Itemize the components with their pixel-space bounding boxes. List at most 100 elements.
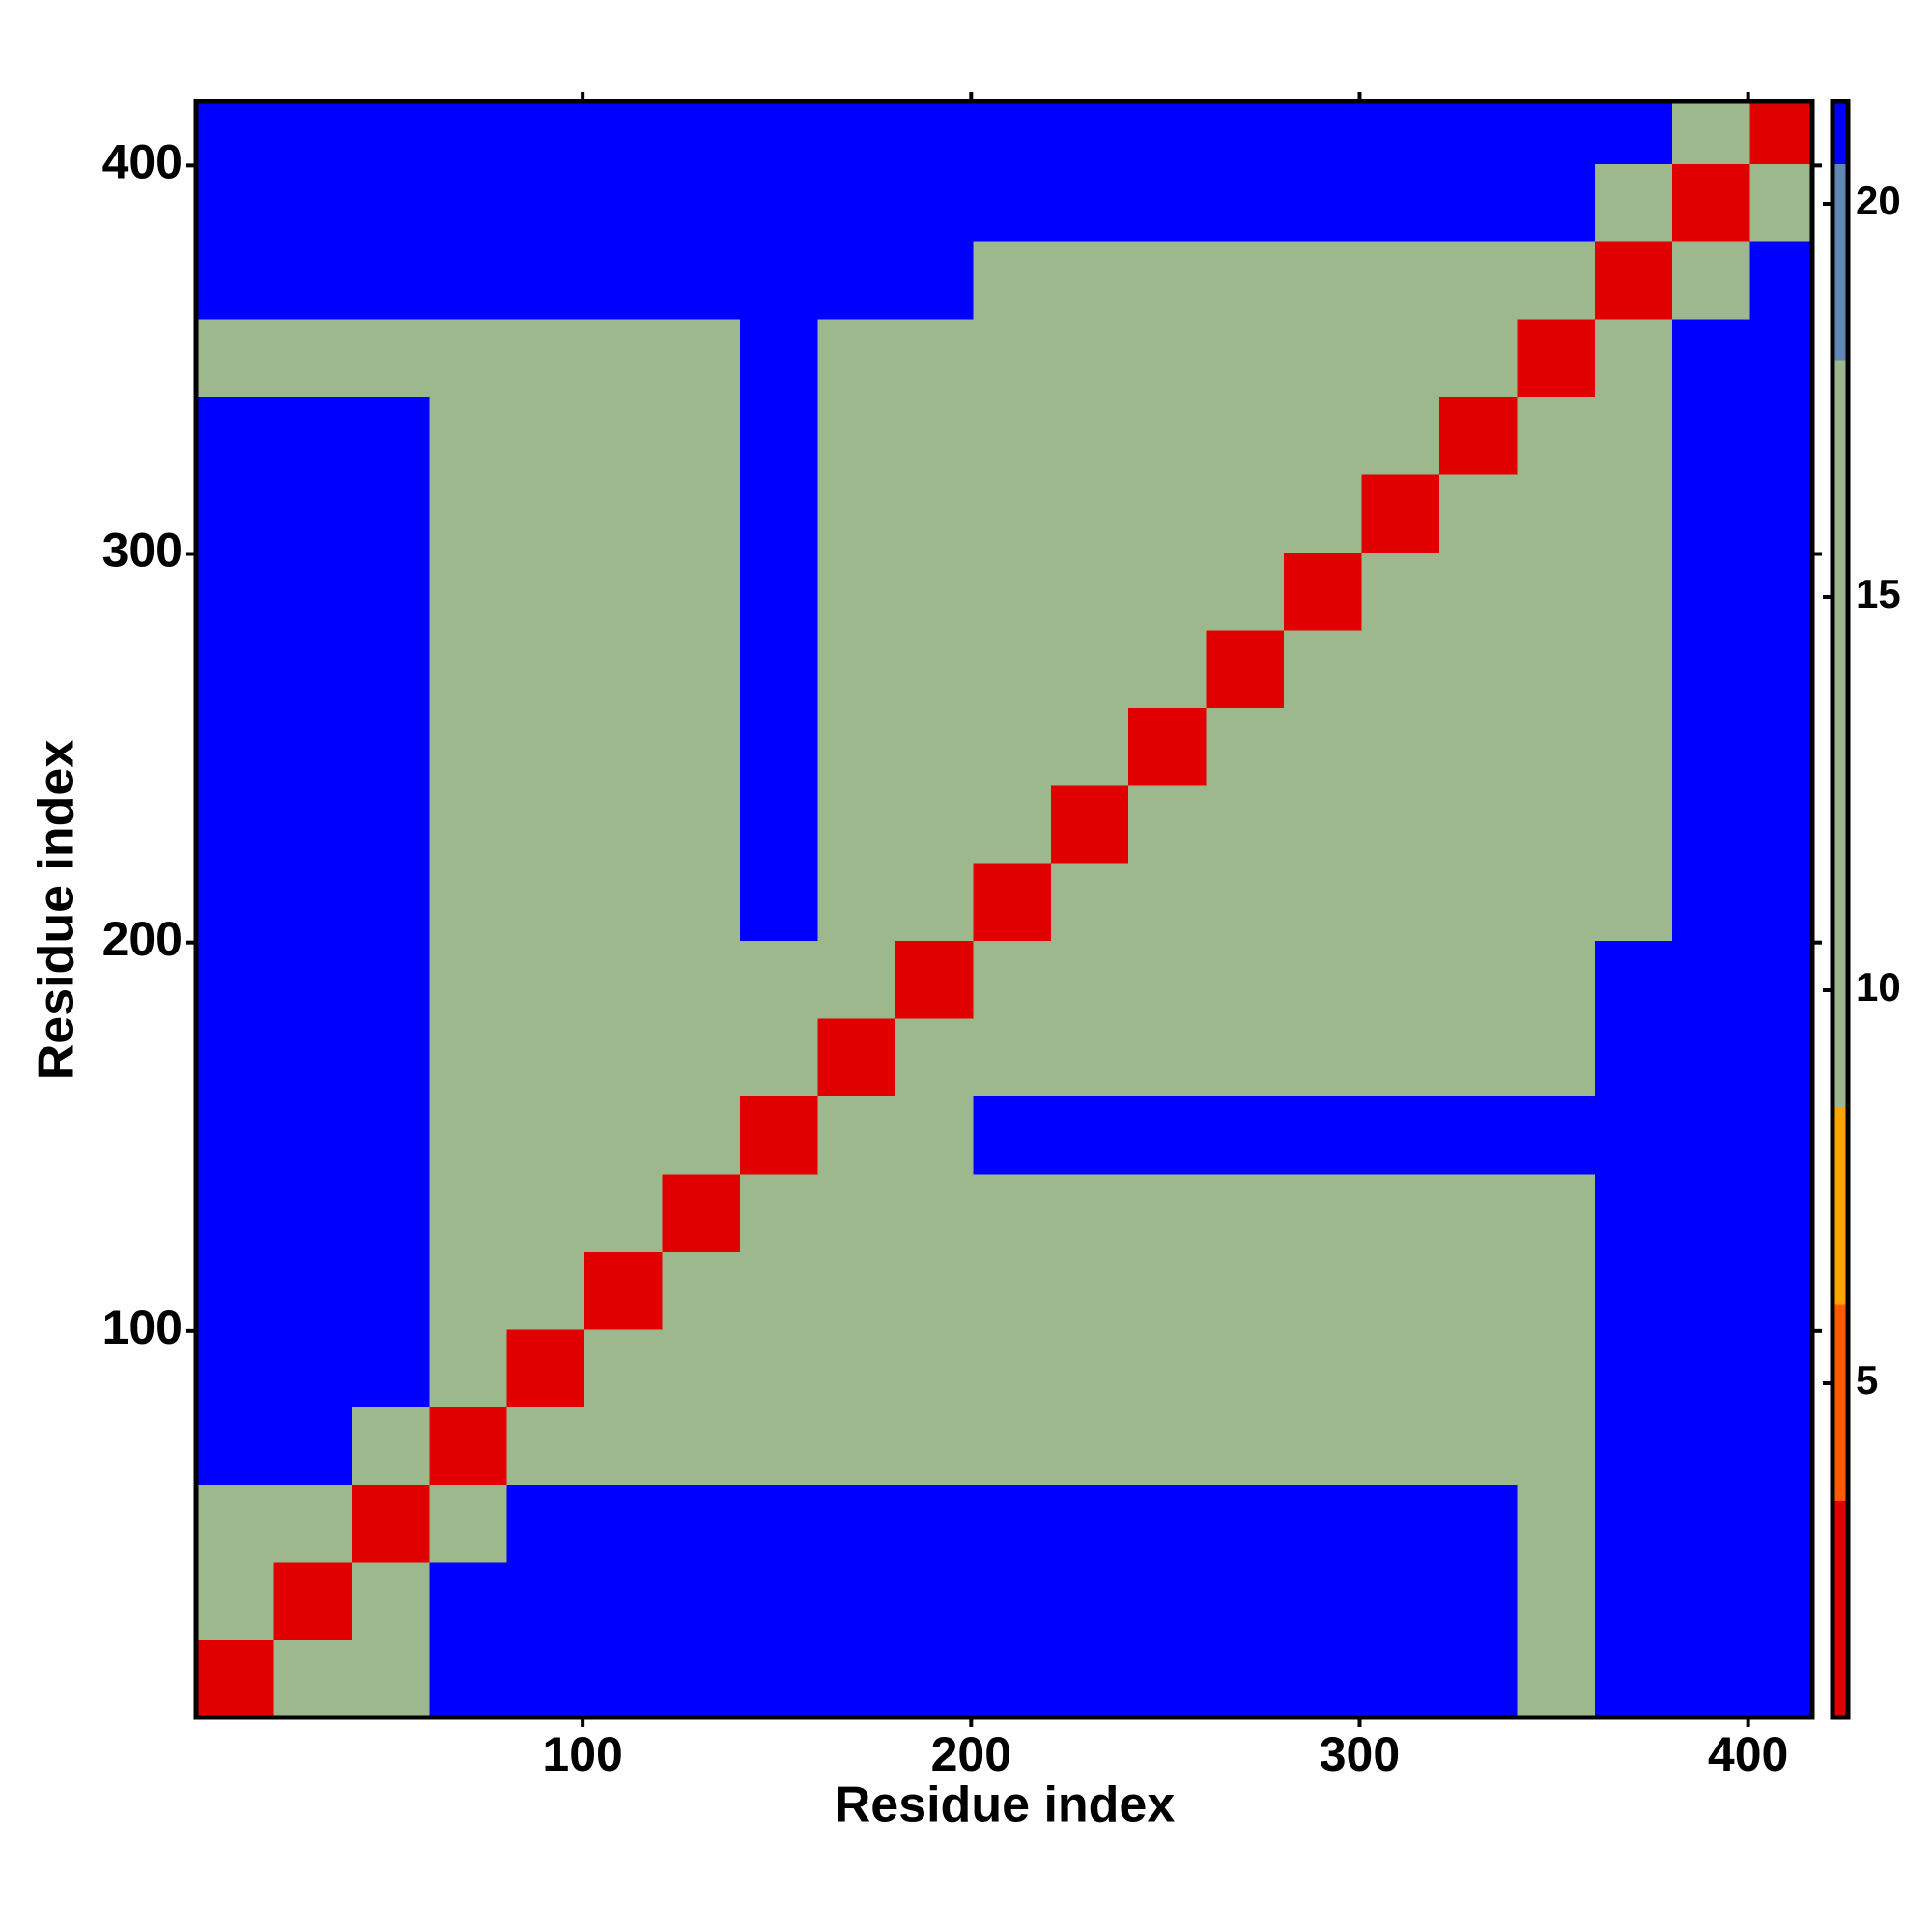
heatmap-cell bbox=[351, 629, 430, 708]
heatmap-cell bbox=[506, 707, 585, 786]
heatmap-cell bbox=[1050, 707, 1129, 786]
heatmap-cell bbox=[1672, 1406, 1751, 1486]
heatmap-cell bbox=[506, 319, 585, 398]
heatmap-cell bbox=[1438, 707, 1518, 786]
heatmap-cell bbox=[1438, 396, 1518, 475]
heatmap-cell bbox=[973, 940, 1052, 1019]
heatmap-cell bbox=[1438, 552, 1518, 631]
heatmap-cell bbox=[196, 1095, 274, 1175]
heatmap-cell bbox=[1128, 707, 1208, 786]
heatmap-cell bbox=[1672, 863, 1751, 942]
heatmap-cell bbox=[584, 319, 664, 398]
heatmap-cell bbox=[351, 552, 430, 631]
heatmap-cell bbox=[817, 707, 896, 786]
heatmap-cell bbox=[817, 319, 896, 398]
heatmap-cell bbox=[273, 241, 353, 320]
heatmap-cell bbox=[1284, 396, 1362, 475]
heatmap-cell bbox=[1128, 1639, 1208, 1719]
heatmap-cell bbox=[1438, 1018, 1518, 1097]
heatmap-cell bbox=[1438, 1173, 1518, 1252]
heatmap-cell bbox=[740, 863, 818, 942]
x-tick-label: 300 bbox=[1320, 1727, 1400, 1781]
heatmap-cell bbox=[662, 1639, 741, 1719]
heatmap-cell bbox=[1672, 1484, 1751, 1563]
heatmap-cell bbox=[1128, 319, 1208, 398]
heatmap-cell bbox=[506, 1484, 585, 1563]
heatmap-cell bbox=[1594, 241, 1673, 320]
heatmap-cell bbox=[973, 101, 1052, 164]
heatmap-cell bbox=[973, 1639, 1052, 1719]
heatmap-cell bbox=[584, 1639, 664, 1719]
heatmap-cell bbox=[1284, 1173, 1362, 1252]
heatmap-cell bbox=[1594, 552, 1673, 631]
heatmap-cell bbox=[1438, 241, 1518, 320]
heatmap-cell bbox=[740, 1328, 818, 1407]
heatmap-cell bbox=[1050, 396, 1129, 475]
heatmap-cell bbox=[1594, 1018, 1673, 1097]
heatmap-cell bbox=[1284, 1251, 1362, 1330]
heatmap-cell bbox=[895, 241, 974, 320]
heatmap-cell bbox=[351, 1251, 430, 1330]
heatmap-cell bbox=[817, 940, 896, 1019]
heatmap-cell bbox=[1361, 1328, 1440, 1407]
heatmap-cell bbox=[817, 1406, 896, 1486]
heatmap-cell bbox=[973, 707, 1052, 786]
heatmap-cell bbox=[273, 940, 353, 1019]
heatmap-cell bbox=[817, 101, 896, 164]
x-axis-title: Residue index bbox=[835, 1777, 1176, 1833]
heatmap-cell bbox=[662, 1484, 741, 1563]
heatmap-cell bbox=[1672, 552, 1751, 631]
heatmap-cell bbox=[1438, 629, 1518, 708]
heatmap-cell bbox=[1749, 784, 1813, 864]
heatmap-cell bbox=[973, 552, 1052, 631]
heatmap-cell bbox=[895, 1639, 974, 1719]
heatmap-cell bbox=[429, 863, 508, 942]
heatmap-cell bbox=[1672, 474, 1751, 554]
heatmap-cell bbox=[973, 319, 1052, 398]
x-tick-label: 100 bbox=[542, 1727, 622, 1781]
heatmap-cell bbox=[1517, 1484, 1596, 1563]
heatmap-cell bbox=[273, 1328, 353, 1407]
heatmap-cell bbox=[351, 1095, 430, 1175]
heatmap-cell bbox=[429, 1406, 508, 1486]
heatmap-cell bbox=[1594, 707, 1673, 786]
heatmap-cell bbox=[817, 1018, 896, 1097]
heatmap-cell bbox=[740, 1406, 818, 1486]
heatmap-cell bbox=[1206, 1328, 1285, 1407]
heatmap-cell bbox=[1594, 163, 1673, 242]
heatmap-cell bbox=[740, 707, 818, 786]
heatmap-cell bbox=[1749, 241, 1813, 320]
heatmap-cell bbox=[1206, 101, 1285, 164]
heatmap-cell bbox=[1361, 1018, 1440, 1097]
heatmap-cell bbox=[1206, 707, 1285, 786]
heatmap-cell bbox=[1517, 1328, 1596, 1407]
heatmap-cell bbox=[1361, 163, 1440, 242]
heatmap-cell bbox=[1594, 1095, 1673, 1175]
heatmap-cell bbox=[1284, 1328, 1362, 1407]
plot-frame bbox=[193, 99, 1815, 1720]
heatmap-cell bbox=[273, 1095, 353, 1175]
heatmap-cell bbox=[1361, 784, 1440, 864]
heatmap-cell bbox=[1672, 241, 1751, 320]
heatmap-cell bbox=[1749, 707, 1813, 786]
heatmap-cell bbox=[1128, 163, 1208, 242]
heatmap-cell bbox=[817, 1173, 896, 1252]
heatmap-cell bbox=[1206, 163, 1285, 242]
heatmap-cell bbox=[273, 863, 353, 942]
colorbar-tick-label: 20 bbox=[1856, 178, 1901, 223]
heatmap-cell bbox=[1517, 1639, 1596, 1719]
heatmap-cell bbox=[584, 474, 664, 554]
heatmap-cell bbox=[351, 1406, 430, 1486]
heatmap-cell bbox=[1050, 1173, 1129, 1252]
heatmap-cell bbox=[662, 1562, 741, 1641]
heatmap-cell bbox=[196, 1484, 274, 1563]
heatmap-cell bbox=[584, 396, 664, 475]
heatmap-cell bbox=[273, 552, 353, 631]
heatmap-cell bbox=[1050, 1328, 1129, 1407]
heatmap-cell bbox=[506, 940, 585, 1019]
heatmap-cell bbox=[1050, 101, 1129, 164]
heatmap-cell bbox=[895, 863, 974, 942]
heatmap-cell bbox=[1128, 1328, 1208, 1407]
heatmap-cell bbox=[584, 1173, 664, 1252]
heatmap-cell bbox=[1361, 552, 1440, 631]
